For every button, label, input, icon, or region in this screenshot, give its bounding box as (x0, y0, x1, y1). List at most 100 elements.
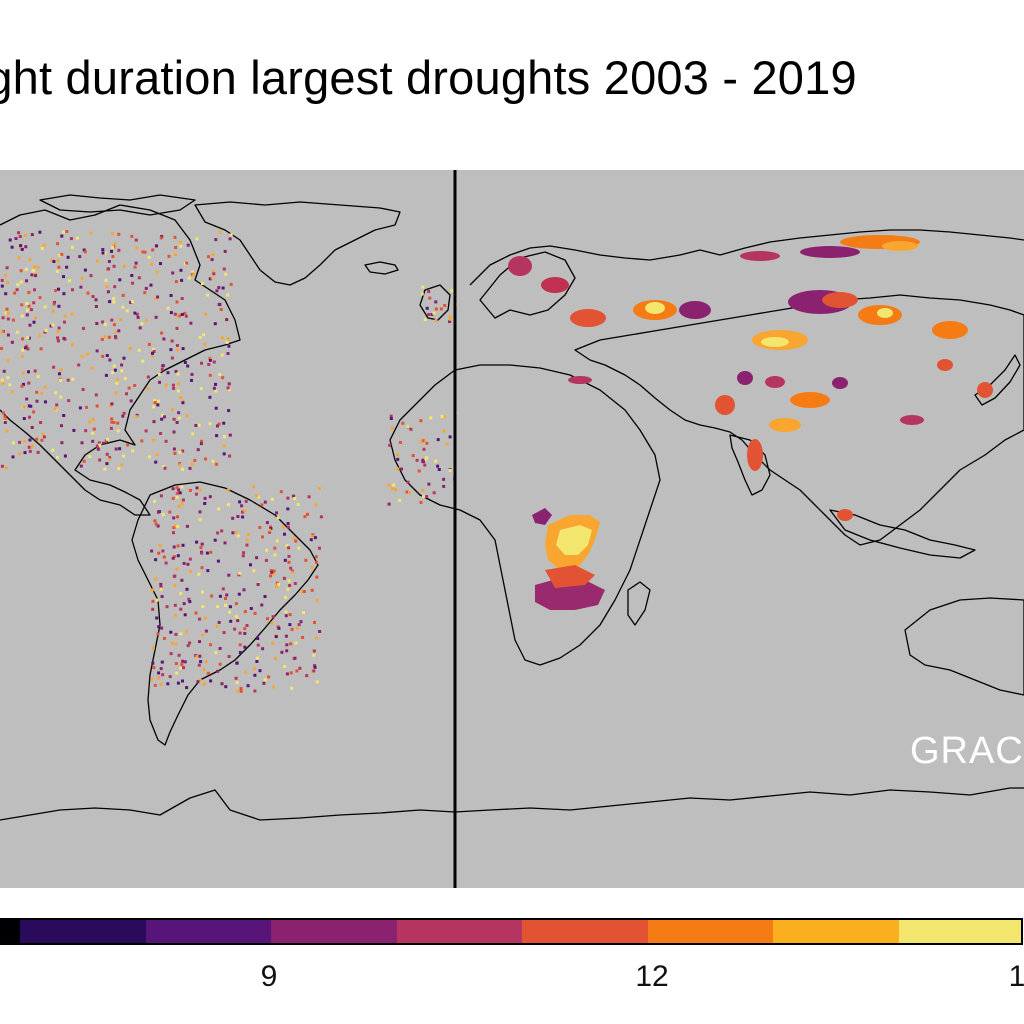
drought-speckle (296, 503, 300, 506)
drought-speckle (293, 656, 297, 660)
drought-speckle (208, 358, 212, 362)
drought-speckle (428, 296, 432, 300)
drought-speckle (43, 305, 47, 309)
drought-speckle (196, 680, 200, 684)
drought-speckle (173, 312, 177, 316)
drought-speckle (111, 371, 115, 375)
drought-speckle (172, 555, 176, 559)
drought-speckle (114, 447, 118, 451)
drought-speckle (225, 318, 229, 322)
drought-speckle (114, 330, 118, 334)
arctic-islands (39, 194, 196, 216)
drought-speckle (125, 392, 128, 396)
drought-speckle (450, 289, 454, 293)
drought-speckle (175, 495, 179, 499)
drought-speckle (121, 305, 125, 309)
drought-speckle (155, 616, 159, 620)
drought-speckle (159, 582, 163, 586)
drought-speckle (227, 409, 231, 413)
drought-speckle (6, 376, 10, 380)
drought-speckle (242, 551, 246, 555)
drought-speckle (36, 450, 40, 454)
drought-speckle (175, 344, 179, 347)
drought-speckle (114, 336, 118, 340)
drought-speckle (284, 595, 288, 599)
drought-speckle (400, 467, 403, 471)
drought-speckle (150, 262, 154, 266)
drought-speckle (36, 265, 40, 269)
drought-speckle (94, 298, 98, 302)
drought-speckle (191, 273, 195, 277)
drought-speckle (185, 587, 189, 591)
drought-speckle (174, 246, 178, 249)
drought-speckle (141, 250, 145, 254)
drought-speckle (163, 466, 167, 470)
drought-speckle (274, 657, 278, 660)
drought-speckle (40, 391, 44, 395)
drought-speckle (297, 623, 301, 627)
drought-speckle (216, 559, 220, 563)
drought-speckle (206, 671, 210, 675)
drought-speckle (252, 569, 256, 573)
drought-speckle (22, 382, 25, 386)
drought-speckle (23, 439, 27, 443)
drought-speckle (134, 238, 138, 242)
drought-speckle (113, 242, 117, 246)
drought-speckle (153, 401, 157, 405)
drought-speckle (199, 387, 203, 391)
colorbar-swatch (899, 919, 1022, 944)
drought-speckle (105, 437, 109, 441)
drought-speckle (160, 417, 164, 421)
drought-speckle (242, 588, 246, 592)
drought-speckle (2, 369, 6, 373)
drought-speckle (178, 450, 182, 454)
drought-speckle (448, 435, 452, 439)
drought-speckle (223, 541, 227, 545)
drought-speckle (224, 603, 227, 607)
drought-speckle (239, 689, 243, 693)
drought-speckle (178, 491, 182, 495)
drought-speckle (86, 352, 90, 356)
drought-speckle (159, 432, 163, 435)
drought-speckle (129, 399, 133, 403)
drought-speckle (28, 415, 31, 419)
drought-speckle (273, 546, 277, 550)
indonesia-outline (829, 509, 976, 559)
drought-speckle (43, 330, 47, 334)
drought-speckle (39, 421, 43, 424)
drought-speckle (176, 554, 180, 558)
drought-speckle (159, 682, 163, 686)
drought-speckle (253, 689, 257, 693)
colorbar-swatches (0, 919, 1022, 944)
drought-speckle (235, 661, 239, 665)
drought-speckle (101, 248, 105, 252)
drought-speckle (172, 447, 176, 451)
uk-outline (419, 284, 451, 321)
drought-speckle (204, 457, 207, 461)
drought-speckle (56, 455, 59, 459)
drought-speckle (119, 318, 123, 322)
drought-speckle (275, 539, 279, 543)
drought-speckle (286, 496, 290, 500)
drought-speckle (249, 563, 252, 567)
drought-speckle (214, 238, 218, 242)
drought-speckle (209, 679, 213, 683)
drought-speckle (60, 441, 64, 445)
drought-speckle (153, 499, 156, 503)
drought-speckle (157, 671, 161, 675)
drought-speckle (289, 642, 293, 646)
drought-speckle (185, 686, 189, 690)
drought-speckle (257, 495, 260, 499)
drought-speckle (183, 361, 187, 364)
drought-speckle (243, 632, 247, 635)
drought-speckle (204, 629, 208, 633)
drought-speckle (11, 455, 15, 459)
drought-speckle (318, 630, 322, 633)
drought-speckle (434, 300, 438, 304)
drought-speckle (224, 272, 228, 276)
drought-speckle (222, 267, 226, 271)
drought-speckle (168, 675, 172, 679)
drought-speckle (82, 248, 86, 252)
drought-speckle (161, 413, 165, 417)
drought-speckle (198, 335, 202, 339)
